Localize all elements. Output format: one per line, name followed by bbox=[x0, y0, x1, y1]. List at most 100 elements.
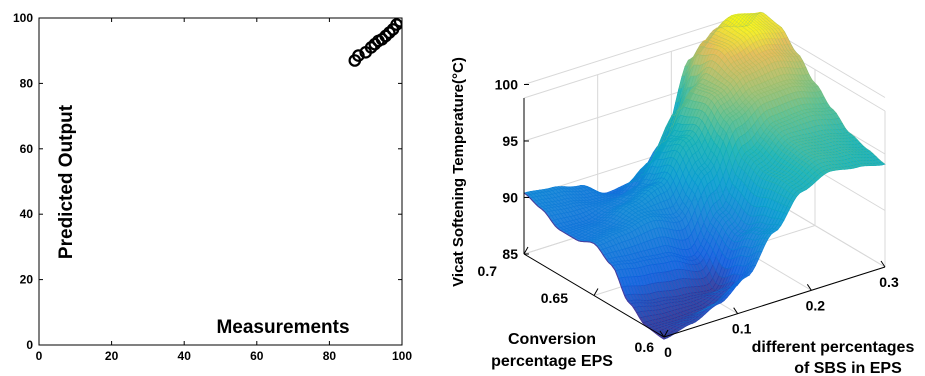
surface-edge-line bbox=[611, 264, 616, 271]
surface-edge-line bbox=[565, 233, 570, 237]
scatter-point bbox=[390, 18, 402, 31]
scatter-y-tick-label: 20 bbox=[20, 273, 34, 287]
surface-mesh-line bbox=[539, 189, 680, 331]
scatter-x-tick-label: 60 bbox=[250, 349, 264, 363]
surface-mesh-line bbox=[590, 187, 731, 303]
scatter-point bbox=[379, 29, 392, 43]
surface-edge-line bbox=[537, 205, 542, 210]
scatter-point bbox=[364, 41, 378, 54]
surface-y-tick-label: 0.1 bbox=[732, 321, 752, 337]
surface-mesh-line bbox=[577, 185, 718, 311]
surface-mesh-line bbox=[568, 186, 709, 315]
surface-mesh-line bbox=[732, 13, 873, 166]
surface-mesh-line bbox=[665, 82, 807, 190]
surface-mesh-line bbox=[707, 23, 848, 170]
scatter-y-tick-label: 80 bbox=[20, 76, 34, 90]
scatter-x-axis-label: Measurements bbox=[216, 317, 349, 338]
surface-mesh-line bbox=[596, 189, 737, 297]
surface-mesh-line bbox=[634, 136, 775, 234]
surface-edge-line bbox=[541, 208, 546, 213]
surface-mesh-line bbox=[719, 14, 860, 167]
surface-mesh-line bbox=[618, 164, 759, 269]
surface-edge-line bbox=[551, 221, 556, 227]
surface-z-tick-label: 90 bbox=[502, 190, 518, 206]
surface-mesh-line bbox=[612, 177, 753, 286]
surface-edge-line bbox=[530, 198, 535, 204]
surface-x-tick bbox=[593, 288, 599, 296]
surface-mesh-line bbox=[561, 186, 702, 318]
surface-z-axis-label: Vicat Softening Temperature(°C) bbox=[450, 57, 467, 287]
surface-x-tick-label: 0.65 bbox=[541, 290, 568, 306]
scatter-y-tick-label: 60 bbox=[20, 142, 34, 156]
surface-edge-line bbox=[628, 302, 633, 307]
surface-mesh-line bbox=[542, 189, 684, 329]
surface-mesh-line bbox=[530, 191, 671, 337]
surface-y-tick bbox=[880, 260, 886, 268]
surface-edge-line bbox=[569, 235, 574, 239]
surface-mesh-line bbox=[606, 183, 747, 293]
surface-mesh-line bbox=[738, 13, 879, 166]
surface-z-tick-label: 95 bbox=[502, 133, 518, 149]
surface-x-tick-label: 0.7 bbox=[478, 263, 498, 279]
surface-mesh-line bbox=[549, 188, 690, 325]
surface-x-tick bbox=[663, 329, 669, 338]
surface-y-tick bbox=[733, 307, 739, 314]
surface-mesh-line bbox=[659, 87, 800, 194]
surface-edge-line bbox=[607, 261, 612, 266]
surface-edge-line bbox=[572, 237, 577, 241]
surface-y-tick-label: 0.2 bbox=[806, 297, 826, 313]
scatter-y-tick-label: 100 bbox=[13, 11, 33, 25]
surface-edge-line bbox=[576, 239, 581, 242]
surface-y-axis-label-line1: different percentages bbox=[752, 339, 915, 356]
surface-mesh-line bbox=[697, 34, 838, 171]
surface-x-tick bbox=[523, 246, 529, 255]
surface-edge-line bbox=[523, 192, 528, 197]
scatter-x-tick-label: 80 bbox=[323, 349, 337, 363]
surface-edge-line bbox=[614, 269, 619, 280]
surface-y-tick bbox=[806, 284, 812, 291]
surface-mesh-line bbox=[643, 122, 785, 221]
surface-mesh-line bbox=[741, 12, 882, 166]
scatter-point bbox=[382, 26, 396, 40]
surface-mesh-line bbox=[722, 13, 864, 167]
scatter-x-tick-label: 0 bbox=[36, 349, 43, 363]
scatter-x-tick-label: 100 bbox=[392, 349, 412, 363]
surface-edge-line bbox=[653, 331, 658, 335]
surface-mesh-line bbox=[527, 191, 668, 339]
surface-mesh-line bbox=[726, 13, 867, 167]
surface-mesh-line bbox=[631, 139, 772, 237]
surface-x-axis-label-line2: percentage EPS bbox=[491, 353, 613, 370]
surface-edge-line bbox=[621, 288, 626, 298]
surface-edge-line bbox=[527, 195, 532, 200]
surface-mesh-line bbox=[729, 13, 870, 166]
scatter-y-tick-label: 40 bbox=[20, 207, 34, 221]
surface-mesh-line bbox=[675, 66, 816, 183]
surface-x-axis-label-line1: Conversion bbox=[508, 331, 596, 348]
surface-mesh-line bbox=[700, 30, 841, 170]
surface-mesh-line bbox=[672, 72, 813, 186]
scatter-plot-frame bbox=[38, 17, 403, 346]
scatter-x-tick-label: 40 bbox=[178, 349, 192, 363]
surface-edge-line bbox=[639, 317, 644, 324]
surface-edge-line bbox=[656, 333, 661, 338]
surface-mesh-line bbox=[555, 186, 696, 323]
surface-edge-line bbox=[597, 246, 602, 252]
surface-mesh-line bbox=[688, 40, 829, 173]
surface-edge-line bbox=[548, 216, 553, 223]
scatter-point bbox=[375, 32, 389, 46]
surface-mesh-line bbox=[533, 190, 674, 335]
surface-edge-line bbox=[544, 211, 549, 218]
surface-edge-line bbox=[635, 311, 640, 318]
scatter-plot: 0 20 40 60 80 100 0 20 40 60 80 100 Predicted Outpu… bbox=[13, 11, 412, 363]
surface-edge-line bbox=[625, 297, 630, 303]
surface-y-axis-label-line2: of SBS in EPS bbox=[794, 360, 902, 376]
surface-mesh-line bbox=[681, 54, 823, 177]
surface-mesh-line bbox=[545, 188, 687, 327]
surface-mesh-line bbox=[637, 134, 778, 231]
scatter-point bbox=[352, 49, 365, 62]
surface-edge-line bbox=[534, 202, 539, 207]
surface-mesh-line bbox=[703, 26, 845, 170]
surface-mesh-line bbox=[558, 186, 699, 320]
surface-edge-line bbox=[632, 305, 637, 312]
